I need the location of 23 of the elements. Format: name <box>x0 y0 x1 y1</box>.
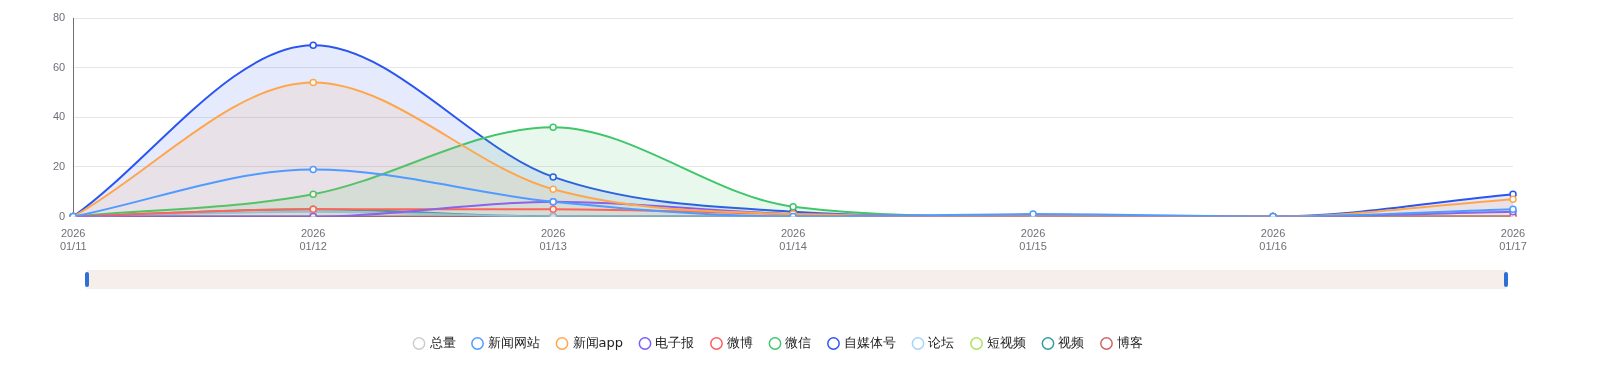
legend-label: 论坛 <box>928 334 955 350</box>
x-tick-label: 2026 01/14 <box>779 227 807 253</box>
legend-label: 微信 <box>785 334 812 350</box>
y-tick-label: 60 <box>52 60 66 73</box>
legend-label: 总量 <box>428 334 456 350</box>
legend-label: 自媒体号 <box>843 334 896 350</box>
y-tick-label: 20 <box>52 159 66 172</box>
legend-label: 微博 <box>726 334 753 350</box>
x-tick-label: 2026 01/11 <box>59 227 87 253</box>
x-tick-label: 2026 01/13 <box>539 227 567 253</box>
y-tick-label: 0 <box>59 209 66 222</box>
y-tick-label: 40 <box>52 110 66 123</box>
x-tick-label: 2026 01/16 <box>1259 227 1287 253</box>
legend-label: 短视频 <box>986 334 1026 350</box>
x-tick-label: 2026 01/12 <box>299 227 327 253</box>
y-tick-label: 80 <box>52 11 66 24</box>
legend-label: 电子报 <box>655 334 695 350</box>
x-tick-label: 2026 01/17 <box>1499 227 1527 253</box>
legend-label: 博客 <box>1116 334 1143 350</box>
legend-label: 视频 <box>1058 334 1085 350</box>
x-tick-label: 2026 01/15 <box>1019 227 1047 253</box>
legend-label: 新闻网站 <box>488 334 541 350</box>
legend-label: 新闻app <box>572 334 623 350</box>
